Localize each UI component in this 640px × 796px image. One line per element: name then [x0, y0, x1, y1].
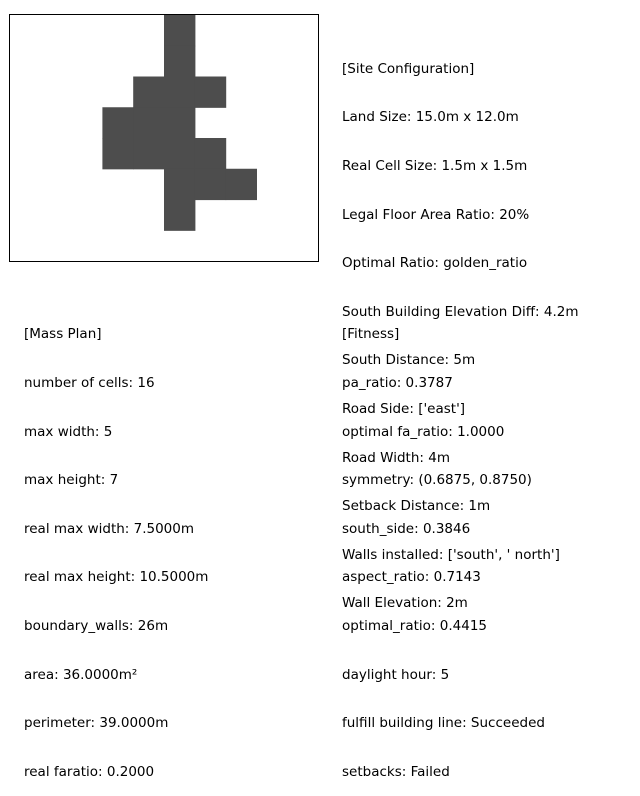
site-config-line: Optimal Ratio: golden_ratio: [342, 255, 528, 272]
fitness-line: south_side: 0.3846: [342, 520, 471, 537]
site-config-line: South Distance: 5m: [342, 352, 476, 369]
site-config-line: Real Cell Size: 1.5m x 1.5m: [342, 158, 528, 174]
fitness-line: optimal fa_ratio: 1.0000: [342, 423, 505, 440]
mass-plan-line: real max width: 7.5000m: [24, 520, 195, 537]
mass-cell: [194, 76, 227, 108]
mass-cell: [164, 138, 196, 170]
mass-cell: [164, 107, 196, 139]
mass-plan-line: number of cells: 16: [24, 375, 155, 391]
mass-plan-line: max height: 7: [24, 472, 119, 489]
mass-cell: [164, 199, 196, 231]
mass-cell: [102, 138, 134, 170]
fitness-line: optimal_ratio: 0.4415: [342, 617, 487, 634]
fitness-line: aspect_ratio: 0.7143: [342, 569, 481, 586]
mass-plan-line: max width: 5: [24, 423, 113, 440]
mass-cell: [133, 138, 165, 170]
mass-cell: [164, 168, 196, 201]
mass-grid-canvas: [102, 15, 257, 231]
fitness-line: pa_ratio: 0.3787: [342, 375, 453, 391]
mass-plan-list: [Mass Plan] number of cells: 16 max widt…: [24, 294, 208, 796]
fitness-list: [Fitness] pa_ratio: 0.3787 optimal fa_ra…: [342, 294, 545, 796]
site-configuration-title: [Site Configuration]: [342, 29, 474, 94]
mass-grid-panel: [9, 14, 319, 262]
mass-cell: [164, 76, 196, 108]
fitness-line: fulfill building line: Succeeded: [342, 715, 545, 732]
mass-cell: [133, 107, 165, 139]
mass-plan-heading: [Mass Plan]: [24, 326, 102, 343]
mass-cell: [194, 138, 227, 170]
mass-cell: [102, 107, 134, 139]
site-config-line: Land Size: 15.0m x 12.0m: [342, 109, 519, 126]
mass-plan-line: area: 36.0000m²: [24, 666, 138, 683]
mass-cell: [164, 15, 196, 47]
mass-plan-line: boundary_walls: 26m: [24, 617, 169, 634]
mass-plan-line: perimeter: 39.0000m: [24, 715, 169, 732]
fitness-line: symmetry: (0.6875, 0.8750): [342, 472, 532, 489]
mass-plan-line: real max height: 10.5000m: [24, 569, 209, 586]
fitness-heading: [Fitness]: [342, 326, 400, 343]
site-config-line: Road Side: ['east']: [342, 400, 466, 417]
mass-plan-line: real faratio: 0.2000: [24, 763, 155, 780]
site-configuration-heading: [Site Configuration]: [342, 61, 475, 78]
site-config-line: Legal Floor Area Ratio: 20%: [342, 206, 530, 223]
fitness-line: daylight hour: 5: [342, 666, 450, 683]
site-config-line: Road Width: 4m: [342, 449, 450, 466]
site-config-line: South Building Elevation Diff: 4.2m: [342, 303, 579, 320]
mass-cell: [133, 76, 165, 108]
mass-cell: [164, 45, 196, 78]
mass-cell: [225, 168, 257, 201]
mass-cell: [194, 168, 227, 201]
fitness-line: setbacks: Failed: [342, 763, 450, 780]
